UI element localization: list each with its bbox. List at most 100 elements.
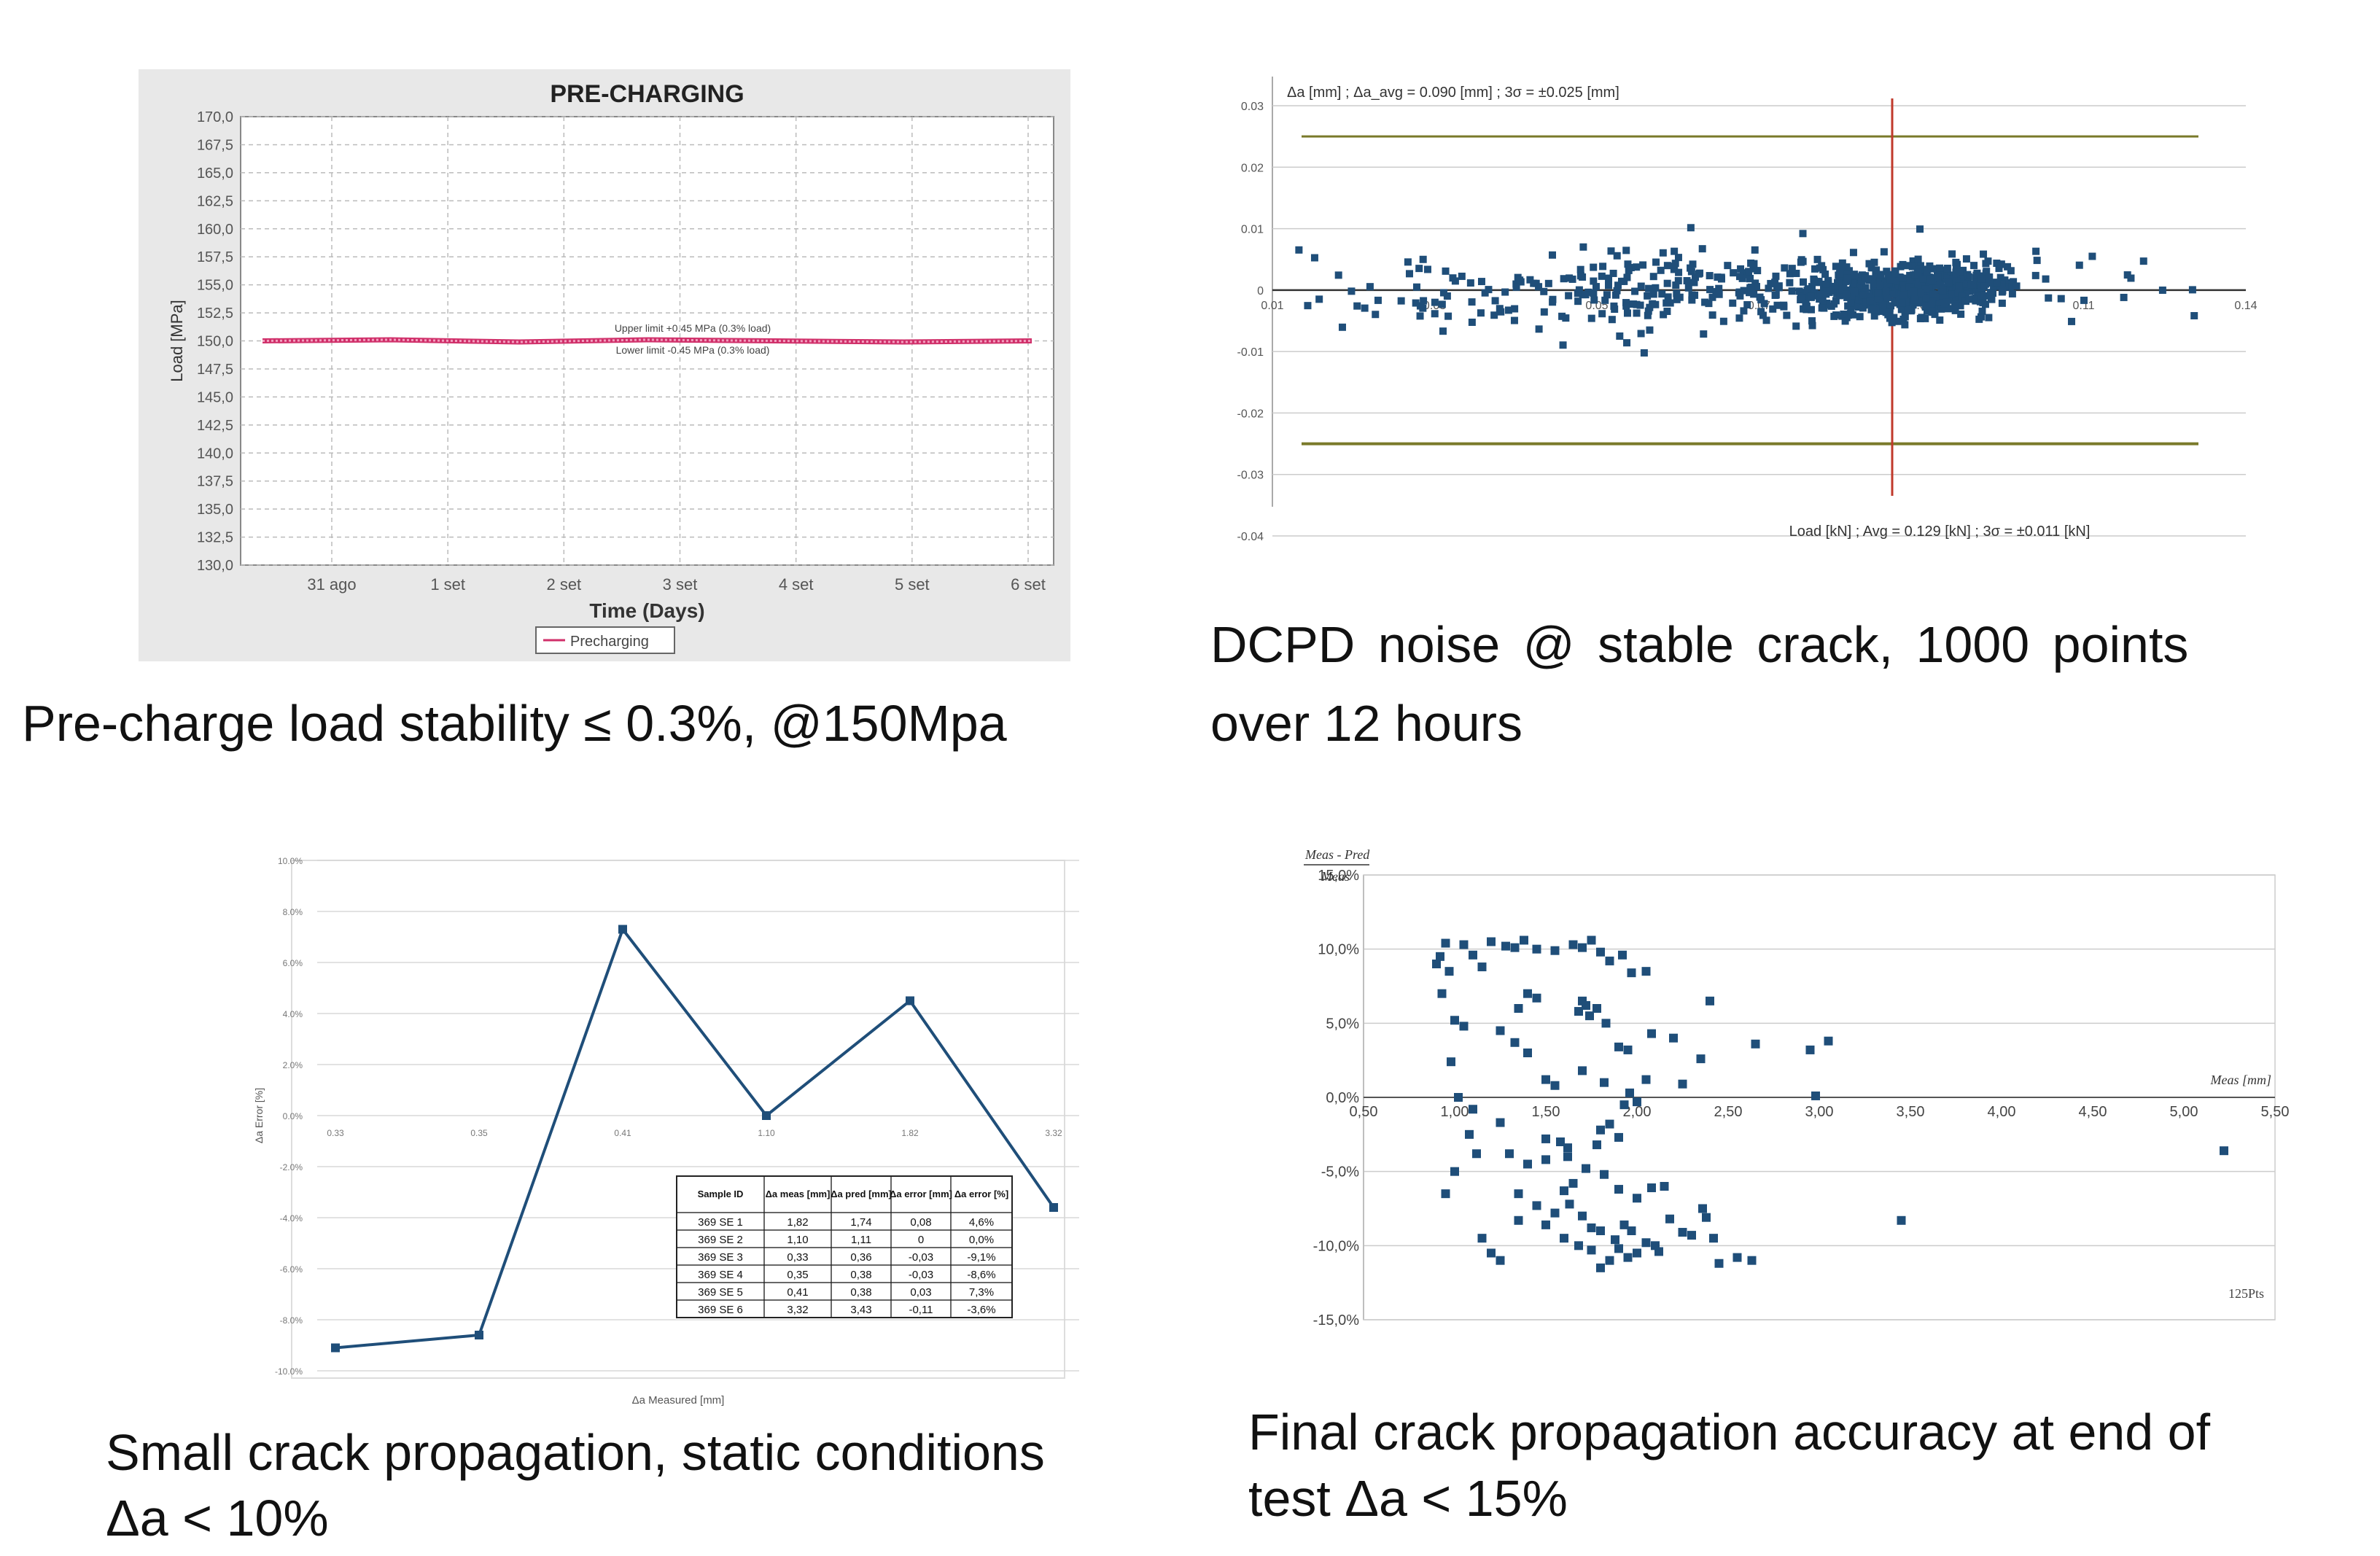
data-point: [1904, 262, 1912, 270]
table-value: 0,38: [850, 1286, 871, 1299]
data-point: [1574, 297, 1582, 306]
data-point: [1505, 1149, 1514, 1159]
data-point: [1574, 1007, 1583, 1016]
data-point: [1714, 273, 1722, 281]
data-point: [1756, 293, 1764, 301]
data-point: [1822, 290, 1830, 298]
data-point: [1439, 327, 1447, 335]
data-point: [1775, 282, 1783, 290]
table-value: -9,1%: [967, 1251, 995, 1264]
data-point: [1683, 277, 1691, 285]
data-point: [1652, 258, 1660, 266]
caption-small-crack-line2: Δa < 10%: [106, 1490, 329, 1547]
table-value: -0,11: [909, 1304, 933, 1316]
data-point: [1759, 311, 1767, 319]
data-point: [1701, 298, 1709, 306]
data-point: [1614, 1244, 1623, 1253]
y-tick-label: -8.0%: [280, 1315, 303, 1326]
data-point: [1799, 230, 1807, 238]
data-point: [1865, 260, 1873, 268]
data-point: [1948, 290, 1956, 298]
data-point: [1985, 314, 1993, 322]
data-point: [1786, 270, 1794, 278]
data-point: [1937, 305, 1945, 313]
data-point: [1856, 313, 1864, 321]
x-tick-label: 1,00: [1441, 1104, 1469, 1120]
data-point: [1901, 321, 1909, 329]
data-point: [1520, 935, 1528, 945]
data-point: [1843, 290, 1851, 298]
data-point: [1905, 283, 1913, 291]
data-point: [1501, 288, 1509, 296]
data-point: [1664, 293, 1672, 301]
y-tick-label: -6.0%: [280, 1264, 303, 1275]
data-point: [1556, 1137, 1565, 1146]
data-point: [1469, 950, 1477, 960]
data-point: [1818, 304, 1826, 312]
data-point: [1660, 311, 1668, 319]
data-point: [1854, 303, 1862, 311]
data-point: [1750, 260, 1758, 268]
x-tick-label: 2 set: [546, 575, 581, 594]
data-point: [1821, 271, 1829, 279]
data-point: [1993, 260, 2001, 268]
data-point: [1869, 300, 1877, 308]
data-point: [1623, 1253, 1633, 1262]
data-point: [1562, 314, 1570, 322]
data-point: [1729, 299, 1737, 307]
data-point: [1510, 1038, 1520, 1047]
data-point: [1773, 301, 1781, 309]
data-point: [1532, 1201, 1541, 1210]
data-point: [1886, 276, 1894, 284]
data-point: [1523, 989, 1532, 998]
final-crack-chart-panel: 15,0% 10,0% 5,0% 0,0% -5,0% -10,0% -15,0% 0,50 1…: [1254, 831, 2304, 1393]
data-point: [1948, 275, 1956, 283]
table-value: 369 SE 2: [698, 1234, 743, 1246]
table-value: 369 SE 3: [698, 1251, 743, 1264]
data-point: [1910, 287, 1918, 295]
x-axis-label: Meas [mm]: [2210, 1073, 2272, 1087]
data-point: [1702, 1213, 1711, 1222]
data-point: [1451, 277, 1459, 285]
data-point: [1592, 1140, 1601, 1150]
data-point: [1836, 270, 1844, 278]
data-point: [1444, 967, 1454, 976]
data-point: [1717, 273, 1725, 281]
data-point: [1832, 262, 1840, 271]
data-point: [1578, 943, 1587, 952]
data-point: [1908, 262, 1916, 271]
data-point: [1819, 265, 1827, 273]
data-point: [1955, 282, 1963, 290]
data-point: [1565, 292, 1573, 300]
table-value: 1,10: [787, 1234, 808, 1246]
data-point: [1674, 276, 1682, 284]
x-tick-label: 4,00: [1988, 1104, 2016, 1120]
data-point: [1762, 316, 1770, 324]
data-point: [1624, 260, 1632, 268]
data-point: [1454, 1093, 1463, 1102]
table-value: 1,11: [851, 1234, 871, 1246]
data-point: [1904, 306, 1912, 314]
data-point: [1477, 962, 1487, 972]
data-point: [1688, 296, 1696, 304]
y-tick-label: 10,0%: [1318, 942, 1359, 958]
table-value: -0,03: [909, 1269, 933, 1281]
data-point: [2001, 276, 2009, 284]
data-point: [1886, 308, 1894, 316]
data-point: [1673, 289, 1681, 297]
data-point: [1601, 1019, 1611, 1028]
data-point: [1477, 309, 1485, 317]
data-point: [1975, 292, 1983, 300]
table-value: 1,82: [787, 1216, 808, 1229]
data-point: [1876, 281, 1884, 289]
y-tick-label: 0.02: [1241, 162, 1264, 174]
data-point: [1441, 938, 1450, 948]
data-point: [1715, 290, 1723, 298]
y-tick-label: 142,5: [197, 418, 233, 434]
y-tick-label: -4.0%: [280, 1213, 303, 1224]
data-point: [1859, 304, 1867, 312]
table-header: Δa error [mm]: [890, 1189, 952, 1199]
data-point: [1541, 1075, 1550, 1084]
data-point: [1514, 1004, 1523, 1013]
data-point: [1469, 1105, 1477, 1114]
